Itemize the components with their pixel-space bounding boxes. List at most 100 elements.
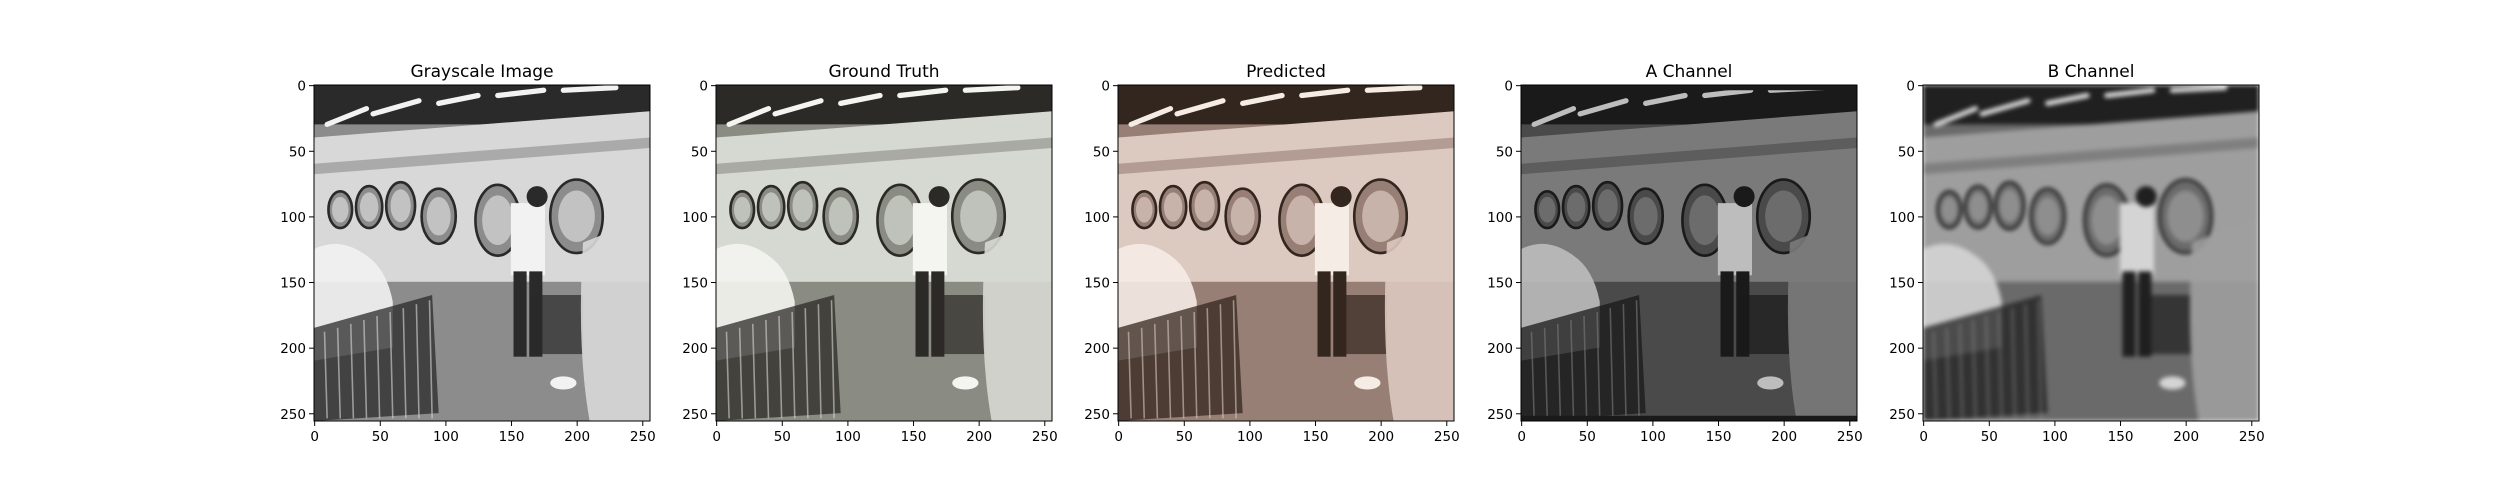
ceiling-light — [2104, 87, 2156, 99]
laundry-cart — [1118, 295, 1243, 421]
clothes-rack — [1384, 216, 1454, 421]
dryer-window — [426, 196, 451, 236]
border-artifact — [1521, 415, 1857, 421]
y-tick-label: 250 — [1084, 407, 1110, 423]
x-tick-label: 250 — [1032, 429, 1058, 445]
dryer-window — [2167, 190, 2204, 242]
x-tick-label: 250 — [2239, 429, 2265, 445]
clothes-rack — [1787, 216, 1857, 421]
y-tick-label: 150 — [1889, 276, 1915, 292]
cart-bar — [738, 327, 744, 419]
clothes-rack — [580, 216, 650, 421]
panel-image — [716, 85, 1052, 421]
cart-bar — [817, 304, 822, 419]
cart-bar — [1622, 304, 1627, 419]
ceiling-light — [324, 106, 370, 127]
cart-bar — [1140, 327, 1146, 419]
cart-bar — [1232, 300, 1237, 419]
cart-bar — [415, 304, 420, 419]
dryer-window — [1597, 189, 1618, 223]
dryer-window — [1362, 190, 1399, 242]
ceiling-light — [1702, 87, 1754, 99]
y-tick-label: 0 — [699, 79, 708, 95]
cart-bar — [1972, 319, 1977, 419]
x-tick-label: 250 — [1434, 429, 1460, 445]
machine-panel-strip — [1923, 137, 2259, 175]
dryer-window — [761, 192, 781, 222]
dryer-window — [1230, 196, 1255, 236]
x-tick-label: 100 — [835, 429, 861, 445]
dropped-cloth — [1757, 376, 1784, 390]
dryer-window — [733, 196, 751, 223]
laundry-cart — [1923, 295, 2048, 421]
person-leg — [2122, 271, 2136, 357]
y-tick-label: 200 — [280, 341, 306, 357]
ceiling-light — [726, 106, 772, 127]
cart-bar — [1543, 327, 1549, 419]
cart-bar — [1193, 312, 1198, 419]
ceiling-light — [1979, 98, 2031, 117]
laundry-cart — [716, 295, 841, 421]
ceiling-light — [1240, 92, 1285, 106]
x-tick-label: 0 — [310, 429, 319, 445]
machine-panel-strip — [716, 137, 1052, 175]
cart-bar — [1180, 315, 1185, 419]
ceiling-light — [1933, 106, 1979, 127]
panel-image — [314, 85, 650, 421]
laundry-cart — [1521, 295, 1646, 421]
x-tick-label: 0 — [712, 429, 721, 445]
ceiling-light — [1577, 98, 1629, 117]
dryer-window — [1163, 192, 1183, 222]
second-cart — [1334, 295, 1388, 355]
ceiling-light — [2045, 92, 2090, 106]
dryer-window — [1968, 192, 1988, 222]
cart-bar — [1570, 319, 1575, 419]
dryer-window — [1566, 192, 1586, 222]
x-tick-label: 200 — [1771, 429, 1797, 445]
x-tick-label: 0 — [1919, 429, 1928, 445]
y-tick-label: 250 — [1487, 407, 1513, 423]
second-cart — [2139, 295, 2193, 355]
x-tick-label: 150 — [499, 429, 525, 445]
second-cart — [932, 295, 986, 355]
dryer-window — [1765, 190, 1802, 242]
person-shirt — [510, 203, 545, 276]
y-tick-label: 250 — [1889, 407, 1915, 423]
cart-bar — [1958, 323, 1964, 419]
y-tick-label: 200 — [1487, 341, 1513, 357]
person-head — [526, 186, 548, 208]
x-tick-label: 100 — [2042, 429, 2068, 445]
x-tick-label: 200 — [1368, 429, 1394, 445]
y-tick-label: 250 — [682, 407, 708, 423]
cart-bar — [1945, 327, 1951, 419]
axes-frame — [715, 84, 1053, 422]
x-tick-label: 200 — [564, 429, 590, 445]
dryer-window — [482, 195, 514, 245]
ceiling-light — [495, 87, 547, 99]
ceiling-light — [838, 92, 883, 106]
dropped-cloth — [2159, 376, 2186, 390]
dryer-window — [2035, 196, 2060, 236]
second-cart — [530, 295, 584, 355]
cart-bar — [751, 323, 757, 419]
cart-bar — [428, 300, 433, 419]
panel-image — [1118, 85, 1454, 421]
y-tick-label: 200 — [1889, 341, 1915, 357]
cart-bar — [2011, 308, 2016, 419]
ceiling-light — [1364, 85, 1423, 93]
cart-bar — [1153, 323, 1159, 419]
cart-bar — [389, 312, 394, 419]
y-tick-label: 200 — [682, 341, 708, 357]
y-tick-label: 100 — [682, 210, 708, 226]
dryer-window — [1633, 196, 1658, 236]
panel-image — [1521, 85, 1857, 421]
x-tick-label: 150 — [1303, 429, 1329, 445]
cart-bar — [1127, 331, 1132, 419]
panel-title: Grayscale Image — [410, 62, 553, 82]
cart-bar — [1530, 331, 1535, 419]
cart-bar — [1556, 323, 1562, 419]
y-tick-label: 100 — [1487, 210, 1513, 226]
